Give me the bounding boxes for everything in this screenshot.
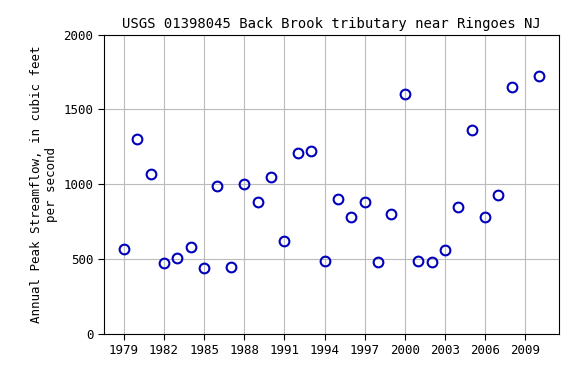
Title: USGS 01398045 Back Brook tributary near Ringoes NJ: USGS 01398045 Back Brook tributary near … <box>122 17 540 31</box>
Y-axis label: Annual Peak Streamflow, in cubic feet
per second: Annual Peak Streamflow, in cubic feet pe… <box>30 46 58 323</box>
